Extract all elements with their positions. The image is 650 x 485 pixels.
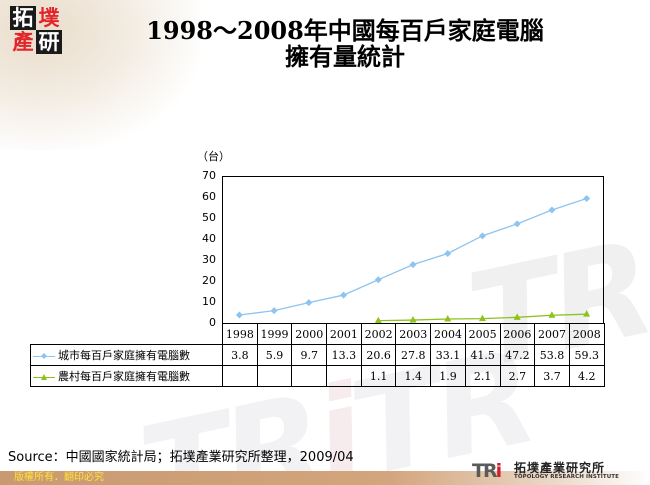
value-cell bbox=[256, 365, 293, 387]
topology-logo: 拓 墣 產 研 bbox=[10, 6, 62, 54]
year-cell: 2007 bbox=[534, 323, 570, 345]
table-row-urban: 城市每百戶家庭擁有電腦數 3.8 5.9 9.7 13.3 20.6 27.8 … bbox=[30, 344, 605, 366]
footer-bar bbox=[0, 471, 650, 485]
series-label-urban: 城市每百戶家庭擁有電腦數 bbox=[30, 344, 223, 366]
brand-name-cn: 拓墣產業研究所 bbox=[514, 461, 606, 475]
series-name: 城市每百戶家庭擁有電腦數 bbox=[58, 349, 190, 362]
year-cell: 2006 bbox=[499, 323, 536, 345]
title-line-2: 擁有量統計 bbox=[285, 42, 405, 71]
y-axis-ticks: 0 10 20 30 40 50 60 70 bbox=[190, 169, 216, 330]
value-cell: 27.8 bbox=[395, 344, 432, 366]
year-cell: 2002 bbox=[360, 323, 397, 345]
value-cell: 2.7 bbox=[499, 365, 536, 387]
value-cell: 53.8 bbox=[534, 344, 570, 366]
logo-char: 研 bbox=[36, 30, 62, 54]
logo-char: 墣 bbox=[38, 6, 60, 30]
triangle-marker-icon bbox=[33, 373, 55, 381]
year-cell: 1998 bbox=[222, 323, 258, 345]
value-cell: 47.2 bbox=[499, 344, 536, 366]
source-note: Source：中國國家統計局；拓墣產業研究所整理，2009/04 bbox=[8, 450, 354, 465]
value-cell: 3.8 bbox=[222, 344, 258, 366]
series-label-rural: 農村每百戶家庭擁有電腦數 bbox=[30, 365, 223, 387]
value-cell: 13.3 bbox=[326, 344, 362, 366]
brand-name-en: TOPOLOGY RESEARCH INSTITUTE bbox=[514, 474, 620, 480]
value-cell bbox=[291, 365, 328, 387]
year-cell: 2005 bbox=[464, 323, 501, 345]
year-cell: 2000 bbox=[291, 323, 328, 345]
value-cell bbox=[326, 365, 362, 387]
table-header-row: 1998 1999 2000 2001 2002 2003 2004 2005 … bbox=[30, 323, 605, 345]
diamond-marker-icon bbox=[33, 352, 55, 360]
value-cell: 2.1 bbox=[464, 365, 501, 387]
y-tick-label: 50 bbox=[202, 211, 216, 224]
plot-area bbox=[222, 176, 604, 323]
tri-logo: TRi 拓墣產業研究所 TOPOLOGY RESEARCH INSTITUTE bbox=[472, 458, 647, 484]
y-tick-label: 40 bbox=[202, 232, 216, 245]
series-name: 農村每百戶家庭擁有電腦數 bbox=[58, 370, 190, 383]
year-cell: 2008 bbox=[568, 323, 605, 345]
table-corner bbox=[30, 323, 223, 345]
value-cell bbox=[222, 365, 258, 387]
value-cell: 3.7 bbox=[534, 365, 570, 387]
y-tick-label: 20 bbox=[202, 274, 216, 287]
value-cell: 20.6 bbox=[360, 344, 397, 366]
y-axis-unit-label: （台） bbox=[197, 150, 230, 163]
year-cell: 2004 bbox=[430, 323, 466, 345]
tri-brand-mark: TRi bbox=[472, 460, 502, 482]
slide-title: 1998～2008年中國每百戶家庭電腦 擁有量統計 bbox=[110, 18, 580, 70]
y-tick-label: 10 bbox=[202, 295, 216, 308]
logo-char: 拓 bbox=[10, 6, 36, 30]
logo-char: 產 bbox=[12, 30, 34, 54]
value-cell: 33.1 bbox=[430, 344, 466, 366]
year-cell: 2001 bbox=[326, 323, 362, 345]
table-row-rural: 農村每百戶家庭擁有電腦數 1.1 1.4 1.9 2.1 2.7 3.7 4.2 bbox=[30, 365, 605, 387]
y-tick-label: 60 bbox=[202, 190, 216, 203]
copyright-notice: 版權所有．翻印必究 bbox=[14, 472, 104, 483]
value-cell: 59.3 bbox=[568, 344, 605, 366]
title-line-1: 1998～2008年中國每百戶家庭電腦 bbox=[146, 16, 544, 45]
data-table: 1998 1999 2000 2001 2002 2003 2004 2005 … bbox=[30, 323, 605, 387]
value-cell: 9.7 bbox=[291, 344, 328, 366]
value-cell: 41.5 bbox=[464, 344, 501, 366]
year-cell: 1999 bbox=[256, 323, 293, 345]
value-cell: 1.9 bbox=[430, 365, 466, 387]
year-cell: 2003 bbox=[395, 323, 432, 345]
y-tick-label: 30 bbox=[202, 253, 216, 266]
value-cell: 1.1 bbox=[360, 365, 397, 387]
value-cell: 4.2 bbox=[568, 365, 605, 387]
line-series bbox=[235, 194, 591, 324]
value-cell: 1.4 bbox=[395, 365, 432, 387]
y-tick-label: 70 bbox=[202, 169, 216, 182]
value-cell: 5.9 bbox=[256, 344, 293, 366]
y-tick-label: 0 bbox=[209, 316, 216, 329]
